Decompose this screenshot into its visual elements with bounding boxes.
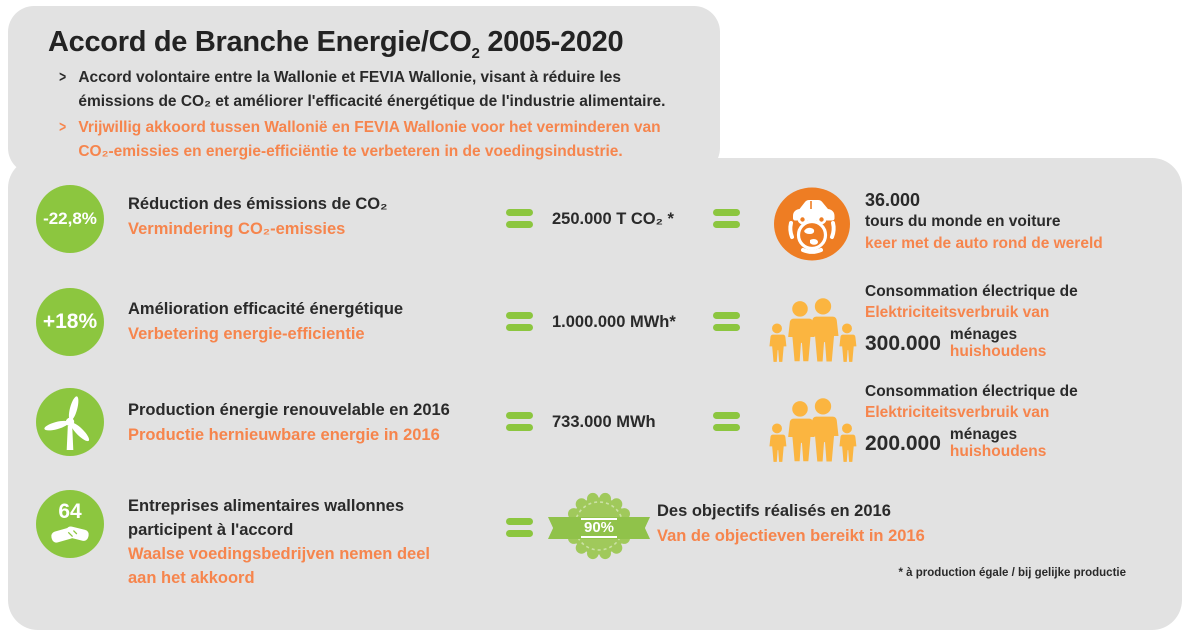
row1-value: 250.000 T CO₂ *	[552, 210, 674, 228]
equals-bar	[506, 312, 533, 319]
equals-icon	[506, 312, 533, 331]
companies-count: 64	[58, 500, 82, 523]
chevron-right-icon: >	[59, 119, 67, 136]
row4-result-nl: Van de objectieven bereikt in 2016	[657, 527, 925, 545]
row1-label-nl: Vermindering CO₂-emissies	[128, 220, 346, 238]
title-text: Accord de Branche Energie/CO	[48, 26, 472, 58]
row3-equivalent-nl: Elektriciteitsverbruik van	[865, 404, 1050, 421]
equals-icon	[506, 209, 533, 228]
bullet-french: > Accord volontaire entre la Wallonie et…	[58, 66, 665, 114]
seal-percent-value: 90%	[580, 518, 618, 538]
row3-equivalent-fr: Consommation électrique de	[865, 383, 1078, 400]
row1-label-fr: Réduction des émissions de CO₂	[128, 195, 388, 213]
row1-equivalent-number: 36.000	[865, 190, 921, 210]
header-panel	[8, 6, 720, 174]
equals-bar	[713, 312, 740, 319]
row1-equivalent-nl: keer met de auto rond de wereld	[865, 235, 1103, 252]
percent-value: +18%	[42, 310, 98, 333]
row2-equivalent-fr: Consommation électrique de	[865, 283, 1078, 300]
equals-bar	[506, 530, 533, 537]
equals-bar	[506, 221, 533, 228]
equals-bar	[713, 324, 740, 331]
title-suffix: 2005-2020	[479, 26, 624, 58]
row3-label-fr: Production énergie renouvelable en 2016	[128, 401, 450, 419]
family-icon	[766, 388, 858, 471]
row3-equivalent: Consommation électrique de Elektriciteit…	[865, 381, 1078, 460]
page-title: Accord de Branche Energie/CO2 2005-2020	[48, 26, 624, 62]
family-icon	[769, 398, 857, 462]
bullet-dutch-line2: CO₂-emissies en energie-efficiëntie te v…	[78, 143, 623, 160]
family-icon	[769, 298, 857, 362]
renewable-energy-badge	[36, 388, 104, 456]
row4-result-fr: Des objectifs réalisés en 2016	[657, 502, 891, 520]
car-around-globe-icon	[774, 186, 850, 262]
equals-bar	[506, 412, 533, 419]
row4-result: Des objectifs réalisés en 2016 Van de ob…	[657, 499, 925, 549]
households-unit-fr: ménages	[949, 326, 1018, 343]
row3-label-nl: Productie hernieuwbare energie in 2016	[128, 426, 440, 444]
row4-label-nl-line1: Waalse voedingsbedrijven nemen deel	[128, 545, 430, 563]
equals-bar	[713, 209, 740, 216]
equals-bar	[506, 518, 533, 525]
equals-bar	[713, 221, 740, 228]
row4-label-fr-line1: Entreprises alimentaires wallonnes	[128, 497, 405, 515]
households-unit-fr: ménages	[949, 426, 1018, 443]
bullet-french-line1: Accord volontaire entre la Wallonie et F…	[78, 69, 621, 86]
bullet-french-line2: émissions de CO₂ et améliorer l'efficaci…	[78, 93, 666, 110]
equals-bar	[506, 324, 533, 331]
households-number: 200.000	[865, 431, 941, 455]
row3-households: 200.000 ménages huishoudens	[865, 426, 1078, 460]
equals-icon	[713, 312, 740, 331]
equals-bar	[713, 412, 740, 419]
equals-icon	[713, 412, 740, 431]
row2-households: 300.000 ménages huishoudens	[865, 326, 1078, 360]
equals-bar	[713, 424, 740, 431]
equals-icon	[506, 518, 533, 537]
bullet-dutch-text: Vrijwillig akkoord tussen Wallonië en FE…	[78, 116, 660, 164]
bullet-dutch-line1: Vrijwillig akkoord tussen Wallonië en FE…	[78, 119, 661, 136]
footnote: * à production égale / bij gelijke produ…	[898, 567, 1126, 579]
equals-icon	[506, 412, 533, 431]
seal-ribbon: 90%	[548, 517, 650, 539]
co2-reduction-percent-badge: -22,8%	[36, 185, 104, 253]
title-subscript: 2	[471, 44, 480, 62]
households-units: ménages huishoudens	[950, 426, 1046, 460]
equals-icon	[713, 209, 740, 228]
bullet-dutch: > Vrijwillig akkoord tussen Wallonië en …	[58, 116, 660, 164]
row3-labels: Production énergie renouvelable en 2016 …	[128, 398, 450, 448]
equals-bar	[506, 424, 533, 431]
row1-labels: Réduction des émissions de CO₂ Verminder…	[128, 192, 387, 242]
handshake-icon	[51, 526, 89, 543]
wind-turbine-icon	[44, 396, 90, 450]
households-number: 300.000	[865, 331, 941, 355]
companies-count-badge: 64	[36, 490, 104, 558]
bullet-french-text: Accord volontaire entre la Wallonie et F…	[78, 66, 665, 114]
row2-value: 1.000.000 MWh*	[552, 313, 676, 331]
efficiency-percent-badge: +18%	[36, 288, 104, 356]
row4-labels: Entreprises alimentaires wallonnes parti…	[128, 494, 430, 590]
equals-bar	[506, 209, 533, 216]
row4-label-fr-line2: participent à l'accord	[128, 521, 294, 539]
row4-label-nl-line2: aan het akkoord	[128, 569, 255, 587]
row2-equivalent-nl: Elektriciteitsverbruik van	[865, 304, 1050, 321]
households-units: ménages huishoudens	[950, 326, 1046, 360]
row2-label-fr: Amélioration efficacité énergétique	[128, 300, 404, 318]
households-unit-nl: huishoudens	[949, 343, 1047, 360]
row2-equivalent: Consommation électrique de Elektriciteit…	[865, 281, 1078, 360]
seal-90-percent-badge: 90%	[548, 486, 650, 572]
chevron-right-icon: >	[59, 69, 67, 86]
percent-value: -22,8%	[43, 209, 97, 228]
row3-value: 733.000 MWh	[552, 413, 656, 431]
households-unit-nl: huishoudens	[949, 443, 1047, 460]
family-icon	[766, 288, 858, 371]
car-around-globe-icon	[774, 187, 850, 261]
row1-equivalent: 36.000 tours du monde en voiture keer me…	[865, 189, 1103, 255]
row1-equivalent-fr: tours du monde en voiture	[865, 213, 1061, 230]
row2-label-nl: Verbetering energie-efficientie	[128, 325, 365, 343]
row2-labels: Amélioration efficacité énergétique Verb…	[128, 297, 403, 347]
